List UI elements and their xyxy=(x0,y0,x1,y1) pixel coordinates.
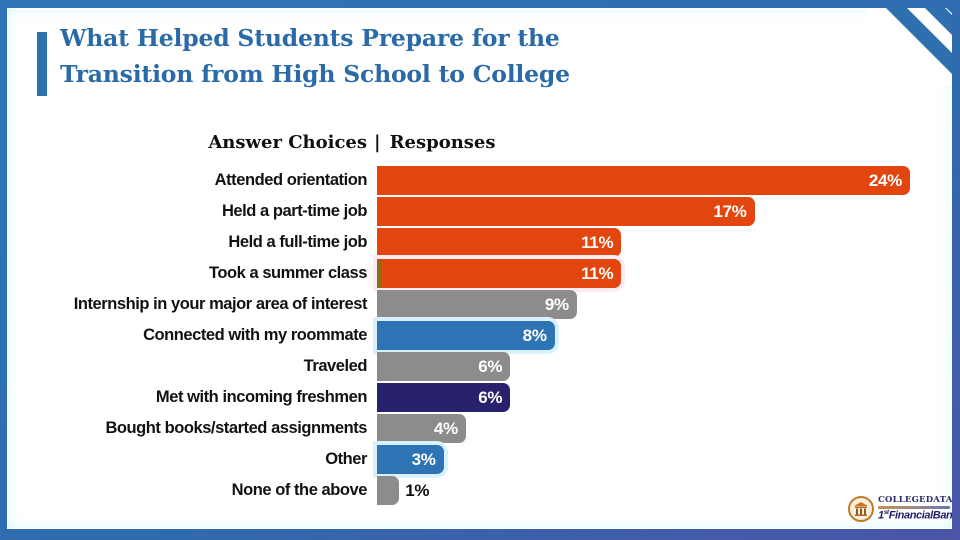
table-row: Attended orientation 24% xyxy=(7,166,917,195)
bar-track: 9% xyxy=(377,290,910,319)
response-bar: 11% xyxy=(377,228,622,257)
bar-track: 3% xyxy=(377,445,910,474)
response-bar: 6% xyxy=(377,352,511,381)
responses-header: Responses xyxy=(389,132,496,153)
response-value-label: 11% xyxy=(581,263,614,283)
answer-choice-label: Attended orientation xyxy=(214,171,368,189)
table-row: Took a summer class 11% xyxy=(7,259,917,288)
bar-track: 4% xyxy=(377,414,910,443)
response-value-label: 11% xyxy=(581,232,614,252)
answer-choice-label: Took a summer class xyxy=(208,264,368,282)
response-bar: 11% xyxy=(377,259,622,288)
answer-choice-label: Held a full-time job xyxy=(228,233,367,251)
table-row: Held a full-time job 11% xyxy=(7,228,917,257)
answer-choice-label: Connected with my roommate xyxy=(143,326,367,344)
response-value-label: 1% xyxy=(405,480,430,500)
response-bar xyxy=(377,476,400,505)
response-value-label: 8% xyxy=(522,325,547,345)
bar-track: 6% xyxy=(377,352,910,381)
response-value-label: 6% xyxy=(478,387,503,407)
logo-tagline-microtext xyxy=(878,505,950,509)
response-bar: 3% xyxy=(377,445,444,474)
response-value-label: 3% xyxy=(411,449,436,469)
answer-choice-label: Traveled xyxy=(303,357,368,375)
table-row: Internship in your major area of interes… xyxy=(7,290,917,319)
bar-track: 8% xyxy=(377,321,910,350)
header-separator: | xyxy=(374,132,381,153)
table-row: Met with incoming freshmen 6% xyxy=(7,383,917,412)
answer-choice-label: Bought books/started assignments xyxy=(105,419,367,437)
logo-text: COLLEGEDATA.COM 1stFinancialBank xyxy=(878,494,959,523)
bar-track: 11% xyxy=(377,228,910,257)
response-bar: 9% xyxy=(377,290,577,319)
page-title: What Helped Students Prepare for the Tra… xyxy=(60,20,680,92)
corner-stripes-decoration xyxy=(868,8,952,86)
response-bar: 24% xyxy=(377,166,910,195)
bar-track: 24% xyxy=(377,166,910,195)
bank-building-icon xyxy=(848,496,874,522)
response-bar: 8% xyxy=(377,321,555,350)
page-title-line2: Transition from High School to College xyxy=(60,60,570,88)
table-row: Traveled 6% xyxy=(7,352,917,381)
bar-track: 1% xyxy=(377,476,910,505)
response-bar: 17% xyxy=(377,197,755,226)
response-value-label: 9% xyxy=(544,294,569,314)
response-bar: 6% xyxy=(377,383,511,412)
financial-bank-brand-text: 1stFinancialBank xyxy=(878,509,959,523)
response-value-label: 17% xyxy=(713,201,747,221)
answer-choice-label: None of the above xyxy=(231,481,368,499)
table-row: None of the above 1% xyxy=(7,476,917,505)
answer-choice-label: Met with incoming freshmen xyxy=(155,388,368,406)
bar-track: 11% xyxy=(377,259,910,288)
response-bar: 4% xyxy=(377,414,466,443)
page-title-line1: What Helped Students Prepare for the xyxy=(60,24,560,52)
bar-track: 6% xyxy=(377,383,910,412)
title-accent-bar xyxy=(37,32,47,96)
bar-track: 17% xyxy=(377,197,910,226)
table-header: Answer Choices | Responses xyxy=(7,132,907,153)
table-row: Held a part-time job 17% xyxy=(7,197,917,226)
bar-chart: Attended orientation 24% Held a part-tim… xyxy=(7,166,917,507)
table-row: Connected with my roommate 8% xyxy=(7,321,917,350)
answer-choice-label: Held a part-time job xyxy=(221,202,367,220)
answer-choice-label: Other xyxy=(325,450,367,468)
response-value-label: 24% xyxy=(868,170,902,190)
response-value-label: 4% xyxy=(433,418,458,438)
answer-choices-header: Answer Choices xyxy=(208,132,367,153)
collegedata-brand-text: COLLEGEDATA.COM xyxy=(878,494,956,505)
response-value-label: 6% xyxy=(478,356,503,376)
table-row: Bought books/started assignments 4% xyxy=(7,414,917,443)
table-row: Other 3% xyxy=(7,445,917,474)
answer-choice-label: Internship in your major area of interes… xyxy=(73,295,368,313)
collegedata-logo: COLLEGEDATA.COM 1stFinancialBank xyxy=(848,491,952,527)
